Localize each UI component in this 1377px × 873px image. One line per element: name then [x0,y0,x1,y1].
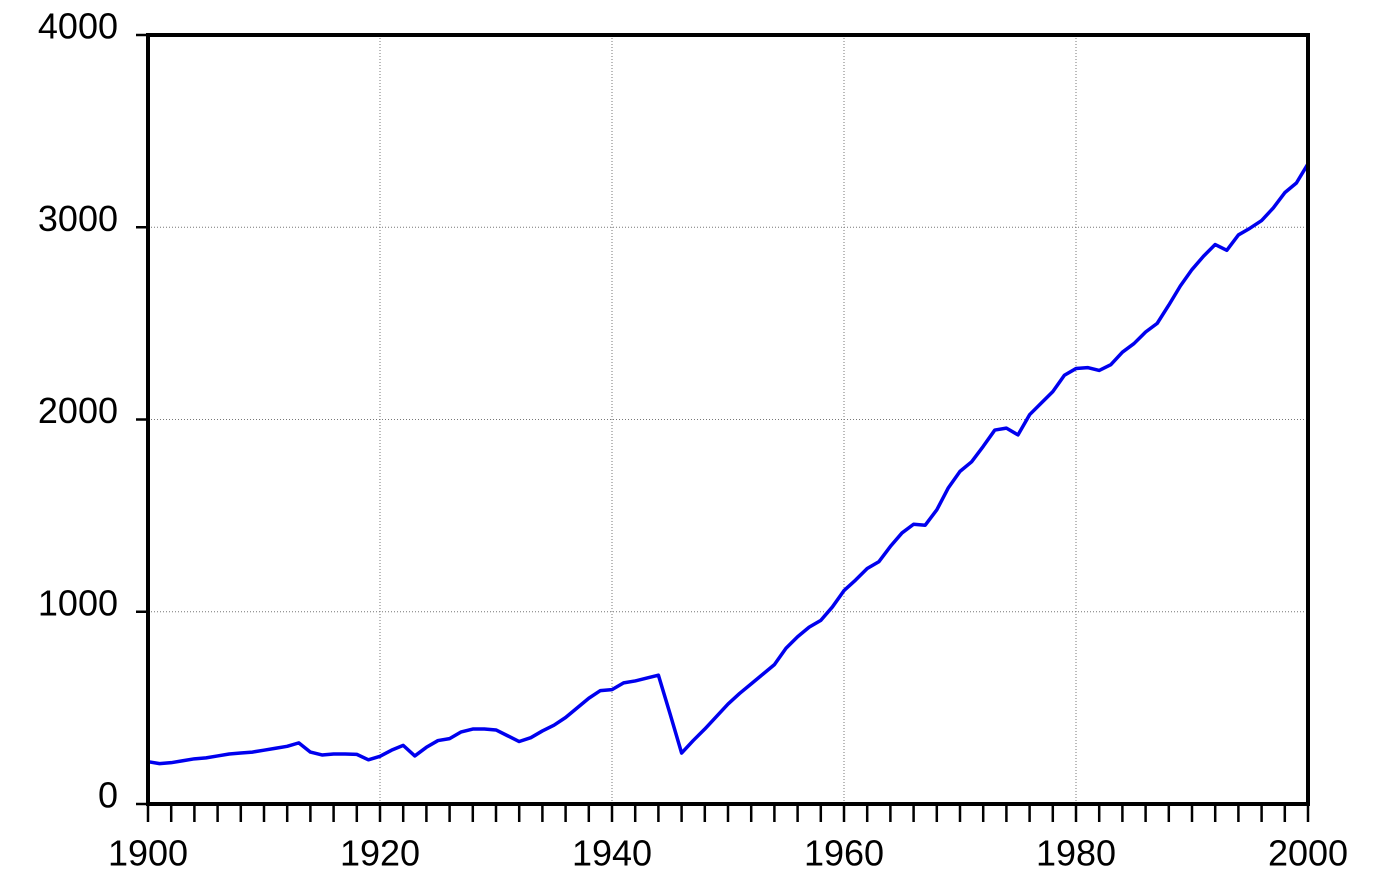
y-tick-label: 0 [98,775,118,816]
y-tick-label: 4000 [38,6,118,47]
y-tick-label: 2000 [38,390,118,431]
x-tick-label: 1940 [572,833,652,873]
x-tick-label: 2000 [1268,833,1348,873]
x-tick-label: 1920 [340,833,420,873]
x-tick-label: 1900 [108,833,188,873]
plot-frame [146,33,1310,806]
line [147,162,1310,766]
y-tick-label: 3000 [38,198,118,239]
x-tick-label: 1980 [1036,833,1116,873]
y-tick-label: 1000 [38,582,118,623]
x-tick-label: 1960 [804,833,884,873]
